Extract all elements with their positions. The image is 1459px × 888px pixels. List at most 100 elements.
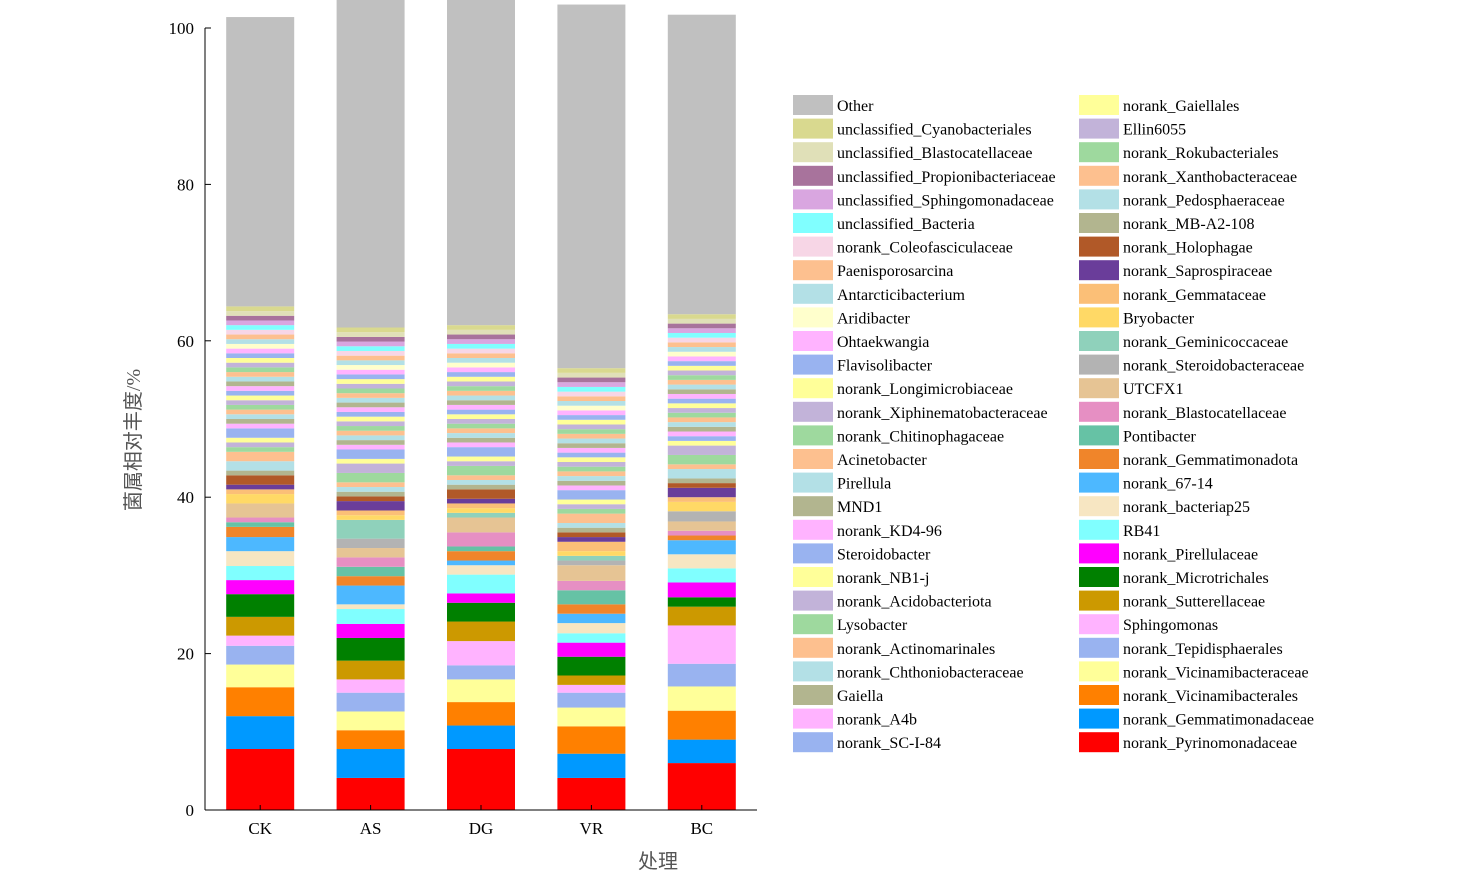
legend-swatch-norank-nb1-j [793, 567, 833, 587]
legend-label-norank-kd4-96: norank_KD4-96 [837, 523, 942, 540]
legend-label-gaiella: Gaiella [837, 688, 883, 705]
legend-swatch-norank-microtrichales [1079, 567, 1119, 587]
bar-segment-vr-norank-gemmatimonadaceae [557, 753, 626, 778]
legend-swatch-norank-steroidobacteraceae [1079, 354, 1119, 375]
legend-swatch-unclassified-cyanobacteriales [793, 118, 833, 139]
bar-segment-ck-unclassified-propionibacteriaceae [226, 315, 295, 321]
legend-label-norank-rokubacteriales: norank_Rokubacteriales [1123, 145, 1279, 162]
legend-label-pontibacter: Pontibacter [1123, 428, 1197, 445]
bar-segment-as-norank-acidobacteriota [336, 421, 405, 427]
bar-segment-bc-rb41 [667, 568, 736, 583]
bar-segment-bc-norank-gemmataceae [667, 497, 736, 502]
bar-segment-bc-norank-sutterellaceae [667, 606, 736, 626]
bar-segment-ck-acinetobacter [226, 372, 295, 377]
bar-segment-vr-ellin6055 [557, 504, 626, 509]
bar-segment-bc-norank-blastocatellaceae [667, 530, 736, 536]
bar-segment-as-norank-saprospiraceae [336, 501, 405, 511]
legend-label-norank-sc-i-84: norank_SC-I-84 [837, 735, 941, 752]
bar-segment-vr-norank-gemmataceae [557, 541, 626, 552]
bar-segment-as-unclassified-propionibacteriaceae [336, 336, 405, 342]
bar-segment-dg-ellin6055 [447, 461, 515, 466]
bar-segment-dg-norank-saprospiraceae [447, 498, 515, 504]
bar-segment-bc-norank-gaiellales [667, 440, 736, 446]
bar-segment-ck-norank-pirellulaceae [226, 580, 295, 595]
legend-swatch-paenisporosarcina [793, 260, 833, 281]
legend-swatch-pirellula [793, 472, 833, 493]
bar-segment-as-norank-bacteriap25 [336, 604, 405, 610]
legend-swatch-norank-blastocatellaceae [1079, 401, 1119, 422]
legend-swatch-flavisolibacter [793, 354, 833, 375]
bar-segment-as-pontibacter [336, 566, 405, 577]
bar-segment-as-flavisolibacter [336, 374, 405, 380]
legend-label-unclassified-bacteria: unclassified_Bacteria [837, 216, 975, 233]
bar-segment-ck-pirellula [226, 376, 295, 382]
bar-segment-bc-norank-acidobacteriota [667, 408, 736, 413]
bar-segment-vr-aridibacter [557, 405, 626, 411]
bar-segment-dg-norank-vicinamibacteraceae [447, 679, 515, 703]
bar-segment-ck-mnd1 [226, 381, 295, 387]
bar-segment-as-ellin6055 [336, 463, 405, 473]
bar-segment-vr-norank-microtrichales [557, 656, 626, 676]
bar-segment-ck-norank-gaiellales [226, 437, 295, 443]
bar-segment-bc-utcfx1 [667, 521, 736, 531]
legend-label-unclassified-sphingomonadaceae: unclassified_Sphingomonadaceae [837, 192, 1054, 209]
legend-label-norank-tepidisphaerales: norank_Tepidisphaerales [1123, 641, 1283, 658]
legend-swatch-norank-sc-i-84 [793, 732, 833, 753]
legend-swatch-norank-pirellulaceae [1079, 543, 1119, 564]
bar-segment-bc-norank-a4b [667, 431, 736, 437]
legend-swatch-utcfx1 [1079, 378, 1119, 399]
bar-segment-as-norank-mb-a2-108 [336, 491, 405, 497]
bar-segment-dg-norank-chthoniobacteraceae [447, 433, 515, 438]
bar-segment-as-norank-xanthobacteraceae [336, 482, 405, 488]
legend-label-norank-mb-a2-108: norank_MB-A2-108 [1123, 216, 1255, 233]
legend-label-other: Other [837, 98, 874, 115]
bar-segment-vr-norank-longimicrobiaceae [557, 419, 626, 425]
bar-segment-bc-norank-tepidisphaerales [667, 663, 736, 687]
bar-segment-dg-norank-pirellulaceae [447, 593, 515, 603]
bar-segment-vr-norank-gemmatimonadota [557, 604, 626, 614]
bar-segment-as-norank-gemmatimonadaceae [336, 749, 405, 778]
bar-segment-ck-norank-longimicrobiaceae [226, 358, 295, 363]
bar-segment-as-norank-vicinamibacterales [336, 730, 405, 750]
bar-segment-ck-norank-rokubacteriales [226, 447, 295, 452]
bar-segment-ck-norank-tepidisphaerales [226, 645, 295, 665]
legend-label-unclassified-propionibacteriaceae: unclassified_Propionibacteriaceae [837, 169, 1056, 186]
bar-segment-ck-norank-xanthobacteraceae [226, 451, 295, 462]
legend-swatch-norank-vicinamibacteraceae [1079, 661, 1119, 682]
bar-segment-bc-norank-xanthobacteraceae [667, 464, 736, 470]
bar-segment-bc-norank-holophagae [667, 483, 736, 488]
bar-segment-vr-norank-chitinophagaceae [557, 429, 626, 434]
bar-segment-as-rb41 [336, 609, 405, 624]
bar-segment-vr-steroidobacter [557, 452, 626, 458]
bar-segment-dg-norank-sc-i-84 [447, 447, 515, 457]
bar-segment-as-norank-gaiellales [336, 458, 405, 464]
bar-segment-bc-norank-saprospiraceae [667, 487, 736, 498]
bar-segment-vr-norank-bacteriap25 [557, 623, 626, 634]
bar-segment-bc-norank-67-14 [667, 540, 736, 555]
bar-segment-vr-unclassified-sphingomonadaceae [557, 382, 626, 387]
legend-swatch-norank-xanthobacteraceae [1079, 165, 1119, 186]
bar-segment-as-norank-pyrinomonadaceae [336, 777, 405, 810]
legend-label-norank-nb1-j: norank_NB1-j [837, 570, 929, 587]
bar-segment-as-aridibacter [336, 365, 405, 370]
bar-segment-vr-unclassified-blastocatellaceae [557, 372, 626, 378]
bar-segment-dg-norank-coleofasciculaceae [447, 348, 515, 354]
bar-segment-bc-norank-longimicrobiaceae [667, 365, 736, 371]
bar-segment-bc-norank-kd4-96 [667, 393, 736, 399]
legend-label-norank-saprospiraceae: norank_Saprospiraceae [1123, 263, 1272, 280]
legend: Other unclassified_Cyanobacterialesunclas… [793, 95, 1314, 753]
legend-label-norank-gaiellales: norank_Gaiellales [1123, 98, 1239, 115]
bar-segment-ck-norank-vicinamibacterales [226, 687, 295, 717]
bar-segment-vr-norank-actinomarinales [557, 471, 626, 477]
bar-segment-ck-rb41 [226, 566, 295, 581]
legend-label-norank-a4b: norank_A4b [837, 712, 917, 729]
bar-segment-bc-norank-actinomarinales [667, 417, 736, 423]
bar-segment-vr-norank-mb-a2-108 [557, 527, 626, 533]
bar-segment-vr-norank-vicinamibacteraceae [557, 707, 626, 727]
legend-label-lysobacter: Lysobacter [837, 617, 908, 634]
bar-segment-dg-unclassified-propionibacteriaceae [447, 334, 515, 340]
bar-segment-ck-norank-blastocatellaceae [226, 517, 295, 523]
bar-segment-vr-mnd1 [557, 443, 626, 448]
x-axis-label: 处理 [638, 850, 678, 873]
bar-segment-vr-norank-blastocatellaceae [557, 580, 626, 591]
